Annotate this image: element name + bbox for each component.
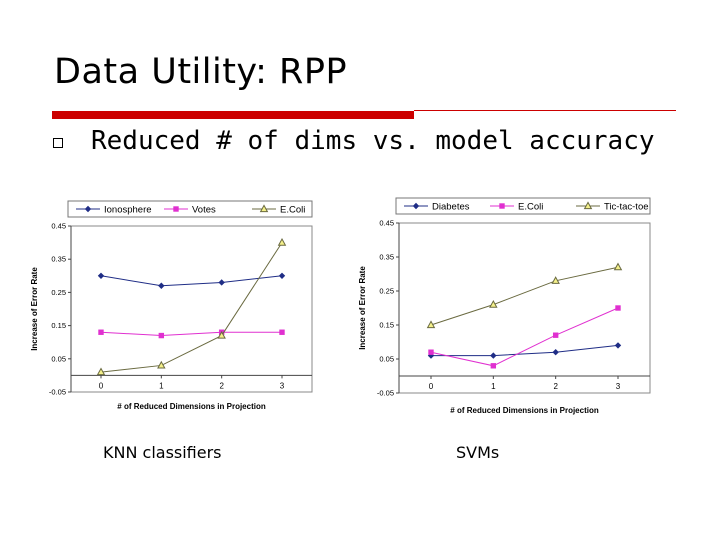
knn-y-tick-label-3: 0.25 (51, 288, 66, 297)
svm-line-chart: Diabetes E.Coli Tic-tac-toe -0.05 0.05 0.15 0.… (358, 197, 651, 415)
knn-point-1-3 (279, 329, 285, 335)
square-bullet-icon (53, 138, 63, 148)
svm-point-2-2 (551, 276, 560, 284)
svm-legend-marker-1 (499, 203, 505, 209)
knn-series-line-2 (100, 242, 283, 373)
knn-point-1-0 (98, 329, 104, 335)
svm-y-tick-label-0: -0.05 (377, 389, 394, 398)
svm-legend-label-1: E.Coli (518, 202, 543, 213)
knn-x-tick-label-0: 0 (99, 381, 104, 390)
svm-legend-marker-2 (583, 201, 593, 210)
knn-legend-label-0: Ionosphere (104, 205, 152, 216)
knn-point-0-3 (278, 272, 286, 279)
caption-svm: SVMs (456, 443, 500, 462)
svm-point-1-0 (428, 349, 434, 355)
svm-point-0-0 (427, 352, 435, 359)
knn-legend: Ionosphere Votes E.Coli (67, 200, 313, 218)
svm-series-line-0 (431, 344, 619, 357)
knn-line-chart: Ionosphere Votes E.Coli -0.05 0.05 0.15 0.25 0.… (30, 200, 313, 411)
knn-series-2 (96, 237, 287, 376)
svm-x-tick-label-2: 2 (553, 382, 558, 391)
knn-x-tick-label-2: 2 (219, 381, 224, 390)
svm-y-tick-label-1: 0.05 (379, 355, 394, 364)
svm-point-2-1 (489, 299, 498, 308)
knn-point-1-1 (158, 332, 165, 339)
knn-point-2-1 (157, 360, 166, 369)
caption-knn: KNN classifiers (103, 443, 222, 462)
title-underline-thin (414, 110, 676, 111)
knn-x-tick-label-1: 1 (159, 381, 164, 390)
svm-x-tick-label-3: 3 (616, 382, 621, 391)
knn-point-0-0 (97, 272, 105, 279)
knn-legend-marker-1 (173, 206, 179, 212)
knn-series-0 (97, 272, 286, 289)
knn-y-axis-title: Increase of Error Rate (30, 267, 39, 351)
svm-legend-label-2: Tic-tac-toe (604, 202, 649, 213)
knn-y-tick-label-0: -0.05 (49, 388, 66, 397)
svm-point-1-1 (490, 363, 497, 369)
title-underline-thick (52, 111, 414, 119)
svm-series-2 (426, 262, 623, 329)
svm-series-line-2 (430, 266, 619, 326)
svm-point-2-0 (426, 320, 436, 329)
knn-plot-area (70, 225, 313, 393)
knn-y-tick-label-5: 0.45 (51, 222, 66, 231)
knn-series-line-1 (100, 331, 282, 337)
knn-point-0-2 (218, 279, 225, 286)
svm-legend-box (395, 197, 651, 215)
svm-x-tick-label-1: 1 (491, 382, 496, 391)
knn-x-axis-title: # of Reduced Dimensions in Projection (117, 402, 266, 411)
knn-legend-box (67, 200, 313, 218)
svm-y-tick-label-3: 0.25 (379, 287, 394, 296)
svm-series-1 (428, 305, 621, 369)
knn-point-0-1 (158, 282, 165, 289)
svm-point-1-2 (552, 332, 559, 338)
svm-x-axis-title: # of Reduced Dimensions in Projection (450, 406, 599, 415)
knn-legend-marker-2 (259, 204, 269, 213)
knn-series-line-0 (100, 275, 283, 287)
svm-point-0-3 (614, 342, 622, 349)
svm-point-2-3 (613, 262, 623, 271)
svm-plot-area (398, 222, 651, 394)
svm-legend: Diabetes E.Coli Tic-tac-toe (395, 197, 651, 215)
bullet-text: Reduced # of dims vs. model accuracy (91, 126, 655, 156)
svm-y-axis-title: Increase of Error Rate (358, 266, 367, 350)
knn-y-tick-label-1: 0.05 (51, 354, 66, 363)
svm-x-tick-label-0: 0 (429, 382, 434, 391)
svm-legend-label-0: Diabetes (432, 202, 470, 213)
svm-y-tick-label-4: 0.35 (379, 253, 394, 262)
knn-x-tick-label-3: 3 (280, 381, 285, 390)
knn-point-2-2 (217, 330, 226, 339)
knn-legend-label-2: E.Coli (280, 205, 305, 216)
knn-point-2-3 (277, 237, 287, 246)
knn-y-tick-label-2: 0.15 (51, 321, 66, 330)
knn-y-tick-label-4: 0.35 (51, 255, 66, 264)
svm-y-tick-label-2: 0.15 (379, 321, 394, 330)
svm-point-1-3 (615, 305, 621, 311)
knn-point-2-0 (96, 367, 106, 376)
svm-point-0-1 (490, 352, 497, 359)
svm-y-tick-label-5: 0.45 (379, 219, 394, 228)
slide-title: Data Utility: RPP (54, 52, 348, 92)
svm-legend-marker-0 (412, 202, 420, 210)
knn-legend-label-1: Votes (192, 205, 216, 216)
svm-series-line-1 (430, 307, 619, 367)
